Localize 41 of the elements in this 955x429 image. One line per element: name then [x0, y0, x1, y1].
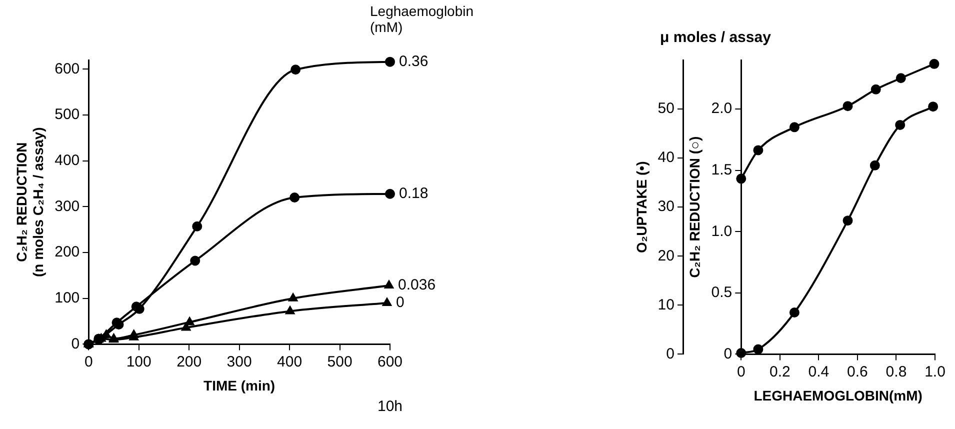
series-label: 0.36 [399, 52, 428, 70]
x-tick-label: 500 [327, 353, 352, 370]
x-tick-label: 0.2 [769, 363, 790, 380]
x-tick-label: 600 [377, 353, 403, 370]
y-axis-title: O₂UPTAKE (•) [633, 161, 650, 253]
x-tick-label: 0 [84, 353, 93, 370]
y-tick-label: 20 [658, 247, 674, 264]
x-tick-label: 0.8 [886, 363, 907, 380]
x-axis-title: TIME (min) [204, 377, 276, 394]
series-label: 0 [396, 294, 404, 312]
y2-tick-label: 1.0 [711, 222, 732, 240]
x-tick-label: 0.4 [808, 363, 830, 380]
y-tick-label: 40 [658, 149, 674, 166]
series-label: 0.036 [398, 276, 436, 294]
y-tick-label: 50 [658, 100, 674, 118]
series-label: 0.18 [399, 184, 428, 202]
x-tick-label: 0 [736, 363, 746, 380]
x-tick-label: 1.0 [924, 363, 946, 380]
y-tick-label: 30 [658, 198, 674, 216]
x-tick-label: 200 [176, 353, 202, 370]
y2-axis-title: C₂H₂ REDUCTION (○) [686, 136, 703, 278]
legend-title: Leghaemoglobin (mM) [370, 2, 474, 35]
x-tick-label: 300 [226, 353, 252, 370]
y-tick-label: 0 [71, 335, 80, 352]
y-axis-title: C₂H₂ REDUCTION (n moles C₂H₄ / assay) [13, 127, 46, 278]
y-tick-label: 10 [658, 296, 674, 314]
x-tick-label: 0.6 [847, 363, 868, 380]
x-tick-label: 400 [277, 353, 302, 370]
y2-tick-label: 2.0 [711, 100, 732, 118]
x-axis-title: LEGHAEMOGLOBIN(mM) [754, 387, 922, 404]
y-tick-label: 600 [54, 60, 80, 78]
text: 10h [377, 398, 403, 416]
y-tick-label: 200 [54, 244, 80, 261]
y2-tick-label: 0.5 [711, 284, 732, 302]
y-tick-label: 100 [54, 290, 80, 306]
y-tick-label: 500 [54, 106, 80, 124]
y-tick-label: 400 [54, 152, 80, 169]
y-tick-label: 300 [54, 198, 80, 215]
text: μ moles / assay [660, 29, 772, 46]
y2-tick-label: 1.5 [711, 161, 732, 178]
x-tick-label: 100 [126, 353, 152, 370]
